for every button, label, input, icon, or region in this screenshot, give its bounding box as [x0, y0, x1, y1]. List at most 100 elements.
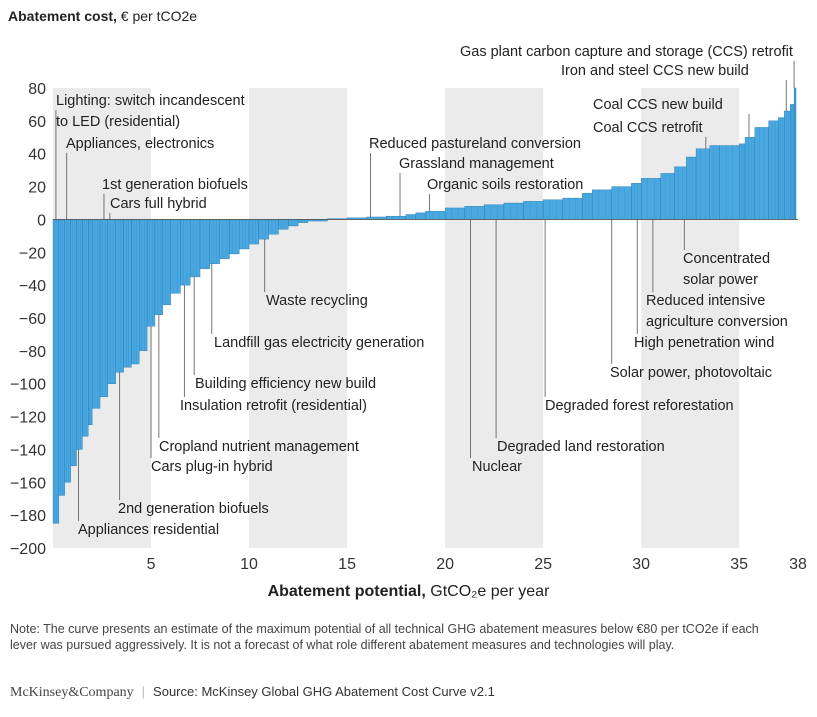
- annotation-label-16-0: Solar power, photovoltaic: [610, 365, 772, 381]
- curve-bar-51: [660, 173, 675, 220]
- y-tick-label-4: 0: [37, 212, 46, 229]
- curve-bar-61: [778, 117, 785, 220]
- annotation-label-3-0: Coal CCS retrofit: [593, 120, 703, 136]
- y-tick-label-7: −60: [19, 311, 46, 328]
- background-band-2: [445, 88, 544, 548]
- x-tick-label-3: 20: [436, 556, 454, 573]
- annotation-label-11-0: Concentrated: [683, 251, 770, 267]
- annotation-label-0-0: Gas plant carbon capture and storage (CC…: [460, 44, 793, 60]
- curve-bar-64: [793, 87, 797, 220]
- y-tick-label-11: −140: [10, 442, 46, 459]
- curve-bar-6: [88, 219, 93, 425]
- y-axis-title-rest: € per tCO2e: [116, 8, 198, 24]
- annotation-label-2-0: Coal CCS new build: [593, 97, 723, 113]
- annotation-label-7-1: to LED (residential): [56, 114, 180, 130]
- curve-bar-8: [99, 219, 109, 398]
- y-tick-label-6: −40: [19, 278, 46, 295]
- annotation-label-6-0: Organic soils restoration: [427, 177, 583, 193]
- annotation-label-7-0: Lighting: switch incandescent: [56, 93, 245, 109]
- x-axis-title-rest: GtCO₂e per year: [425, 583, 550, 600]
- curve-bar-63: [789, 104, 795, 220]
- curve-bar-47: [591, 189, 612, 220]
- curve-bar-41: [484, 204, 505, 220]
- annotation-label-24-0: 2nd generation biofuels: [118, 501, 269, 517]
- y-tick-label-13: −180: [10, 508, 46, 525]
- curve-bar-48: [611, 186, 632, 220]
- curve-bar-14: [146, 219, 156, 327]
- x-tick-label-2: 15: [338, 556, 356, 573]
- curve-bar-23: [229, 219, 240, 255]
- x-axis-title: Abatement potential, GtCO₂e per year: [0, 583, 817, 601]
- annotation-label-4-0: Reduced pastureland conversion: [369, 136, 581, 152]
- curve-bar-36: [405, 214, 416, 220]
- footer-separator: |: [141, 684, 146, 699]
- x-tick-label-4: 25: [534, 556, 552, 573]
- curve-bar-19: [190, 219, 201, 278]
- curve-bar-43: [523, 201, 544, 220]
- curve-bar-24: [239, 219, 250, 250]
- y-tick-label-2: 40: [28, 147, 46, 164]
- y-axis-title: Abatement cost, € per tCO2e: [8, 8, 197, 24]
- annotation-label-23-0: Nuclear: [472, 459, 522, 475]
- annotation-label-9-0: 1st generation biofuels: [102, 177, 248, 193]
- curve-bar-46: [582, 192, 593, 220]
- annotation-label-17-0: Building efficiency new build: [195, 376, 376, 392]
- curve-bar-35: [386, 215, 407, 220]
- annotation-label-10-0: Cars full hybrid: [110, 196, 207, 212]
- curve-bar-52: [674, 166, 687, 220]
- curve-bar-42: [503, 202, 524, 220]
- annotation-label-13-0: Reduced intensive: [646, 293, 765, 309]
- chart-note: Note: The curve presents an estimate of …: [10, 622, 759, 652]
- curve-bar-49: [631, 183, 642, 220]
- y-tick-label-5: −20: [19, 245, 46, 262]
- curve-bar-25: [248, 219, 260, 245]
- curve-bar-29: [288, 219, 299, 227]
- x-tick-label-7: 38: [789, 556, 807, 573]
- curve-bar-18: [180, 219, 191, 286]
- source-text: Source: McKinsey Global GHG Abatement Co…: [153, 684, 495, 699]
- x-tick-label-5: 30: [632, 556, 650, 573]
- curve-bar-27: [268, 219, 279, 235]
- curve-bar-57: [739, 143, 746, 220]
- curve-bar-4: [76, 219, 83, 450]
- abatement-cost-chart: 80 60 40 20 0 −20 −40 −60 −80 −100 −120 −140 −160 −18…: [10, 44, 807, 573]
- y-tick-label-10: −120: [10, 410, 46, 427]
- annotation-label-5-0: Grassland management: [399, 156, 554, 172]
- annotation-label-13-1: agriculture conversion: [646, 314, 788, 330]
- x-tick-label-6: 35: [730, 556, 748, 573]
- curve-bar-38: [425, 211, 446, 220]
- curve-bar-20: [199, 219, 211, 269]
- curve-bar-56: [719, 145, 740, 220]
- curve-bar-40: [464, 206, 485, 220]
- curve-bar-2: [64, 219, 71, 483]
- annotation-label-22-0: Cars plug-in hybrid: [151, 459, 273, 475]
- brand-logo-text: McKinsey&Company: [10, 685, 134, 700]
- curve-bar-1: [58, 219, 65, 496]
- background-band-1: [249, 88, 348, 548]
- y-tick-label-9: −100: [10, 377, 46, 394]
- annotation-label-14-0: Landfill gas electricity generation: [214, 335, 424, 351]
- curve-bar-3: [70, 219, 77, 467]
- y-tick-label-8: −80: [19, 344, 46, 361]
- y-tick-label-14: −200: [10, 541, 46, 558]
- curve-bar-17: [170, 219, 181, 294]
- x-tick-label-1: 10: [240, 556, 258, 573]
- curve-bar-7: [92, 219, 101, 409]
- annotation-label-21-0: Degraded land restoration: [497, 439, 665, 455]
- curve-bar-10: [115, 219, 124, 373]
- curve-bar-5: [82, 219, 89, 437]
- curve-bar-30: [297, 219, 309, 223]
- curve-bar-53: [686, 156, 697, 220]
- annotation-label-1-0: Iron and steel CCS new build: [561, 63, 749, 79]
- curve-bar-45: [562, 197, 583, 220]
- curve-bar-58: [744, 137, 756, 220]
- curve-bar-50: [640, 178, 661, 220]
- curve-bar-22: [219, 219, 230, 260]
- curve-bar-12: [131, 219, 140, 365]
- y-tick-label-0: 80: [28, 81, 46, 98]
- annotation-label-15-0: High penetration wind: [634, 335, 774, 351]
- y-tick-label-1: 60: [28, 114, 46, 131]
- curve-bar-15: [154, 219, 163, 315]
- curve-bar-55: [709, 145, 720, 220]
- curve-bar-59: [754, 127, 769, 220]
